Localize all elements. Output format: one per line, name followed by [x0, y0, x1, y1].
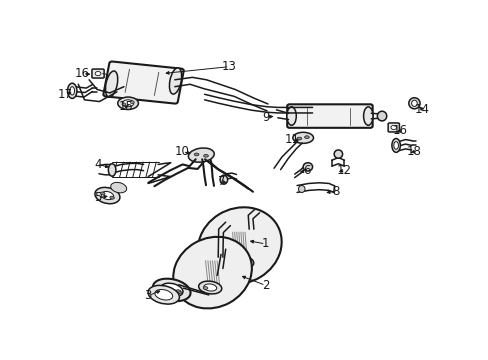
Ellipse shape	[67, 83, 77, 98]
Ellipse shape	[101, 192, 105, 195]
Text: 15: 15	[119, 100, 133, 113]
Ellipse shape	[175, 290, 181, 293]
Text: 11: 11	[285, 133, 299, 146]
Ellipse shape	[173, 237, 251, 309]
Ellipse shape	[110, 183, 126, 193]
FancyBboxPatch shape	[103, 62, 183, 104]
Ellipse shape	[105, 71, 118, 97]
Text: 16: 16	[392, 125, 407, 138]
Text: 2: 2	[262, 279, 269, 292]
Ellipse shape	[391, 139, 400, 152]
Ellipse shape	[153, 279, 190, 301]
Ellipse shape	[118, 97, 138, 109]
Text: 8: 8	[332, 185, 339, 198]
Ellipse shape	[155, 289, 172, 300]
Ellipse shape	[178, 292, 182, 294]
Ellipse shape	[244, 261, 249, 264]
Ellipse shape	[198, 281, 222, 294]
Ellipse shape	[377, 111, 386, 121]
Ellipse shape	[304, 136, 308, 139]
Ellipse shape	[363, 107, 372, 125]
Ellipse shape	[95, 72, 101, 76]
Text: 5: 5	[94, 192, 102, 204]
Ellipse shape	[390, 125, 396, 130]
Ellipse shape	[230, 256, 253, 269]
Ellipse shape	[203, 154, 208, 157]
Ellipse shape	[333, 150, 342, 158]
Ellipse shape	[161, 286, 165, 288]
Ellipse shape	[148, 285, 179, 304]
FancyBboxPatch shape	[387, 123, 399, 132]
Ellipse shape	[160, 283, 183, 297]
Ellipse shape	[303, 163, 312, 171]
FancyBboxPatch shape	[92, 69, 104, 78]
Ellipse shape	[235, 258, 248, 266]
Text: 17: 17	[58, 88, 73, 101]
Text: 4: 4	[94, 158, 102, 171]
Text: 1: 1	[262, 238, 269, 251]
Ellipse shape	[203, 284, 216, 291]
Ellipse shape	[393, 141, 398, 149]
Ellipse shape	[188, 148, 214, 162]
Ellipse shape	[194, 153, 199, 156]
Text: 18: 18	[406, 145, 421, 158]
Ellipse shape	[70, 87, 74, 95]
Ellipse shape	[110, 196, 114, 199]
Text: 16: 16	[75, 67, 90, 80]
Text: 7: 7	[218, 175, 225, 188]
Text: 9: 9	[262, 111, 269, 123]
Ellipse shape	[220, 175, 227, 184]
Ellipse shape	[198, 207, 281, 284]
FancyBboxPatch shape	[286, 104, 372, 128]
Ellipse shape	[297, 137, 301, 140]
Ellipse shape	[286, 107, 296, 125]
Ellipse shape	[95, 188, 120, 204]
Text: 13: 13	[222, 60, 236, 73]
Ellipse shape	[108, 164, 116, 176]
Text: 3: 3	[144, 289, 152, 302]
Text: 12: 12	[336, 164, 351, 177]
Ellipse shape	[169, 68, 181, 94]
Text: 10: 10	[175, 145, 189, 158]
Ellipse shape	[122, 103, 125, 106]
Ellipse shape	[411, 100, 416, 107]
Ellipse shape	[130, 101, 134, 104]
Ellipse shape	[122, 100, 133, 107]
Ellipse shape	[298, 185, 305, 193]
Text: 14: 14	[414, 103, 428, 116]
Ellipse shape	[408, 98, 419, 109]
Ellipse shape	[101, 192, 113, 200]
Ellipse shape	[203, 287, 207, 289]
Ellipse shape	[292, 132, 313, 143]
Text: 6: 6	[302, 164, 309, 177]
Ellipse shape	[162, 286, 167, 290]
